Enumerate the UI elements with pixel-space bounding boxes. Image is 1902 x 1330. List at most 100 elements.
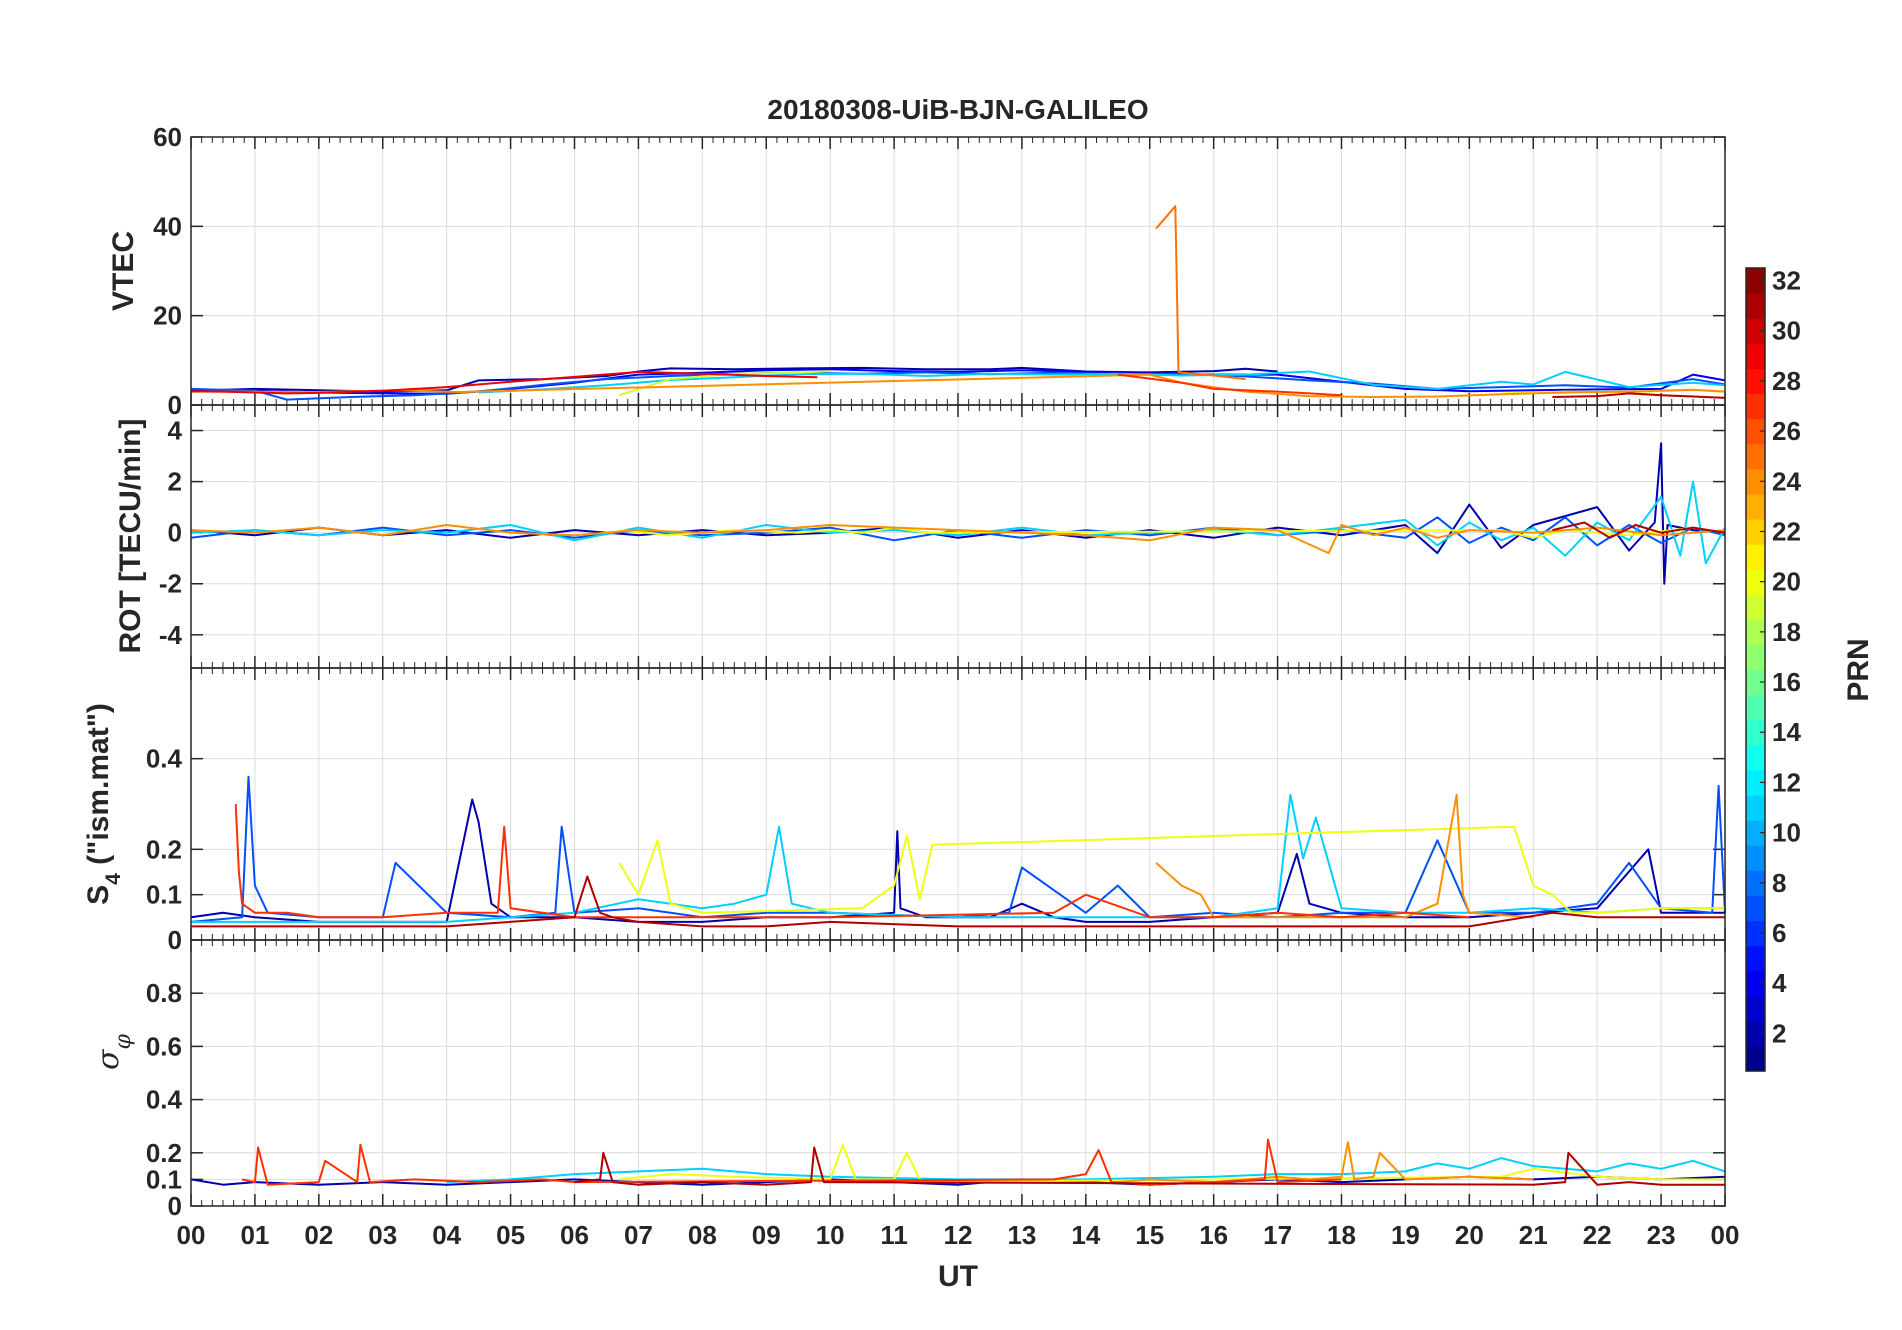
colorbar-label: PRN bbox=[1842, 638, 1875, 701]
vtec-y-tick-labels: 0 20 40 60 bbox=[153, 122, 182, 420]
colorbar-tick-label: 24 bbox=[1772, 466, 1801, 496]
sigma-phi-ylabel-sub: φ bbox=[111, 1033, 136, 1049]
x-tick-label: 01 bbox=[240, 1220, 269, 1250]
x-tick-label: 17 bbox=[1263, 1220, 1292, 1250]
colorbar-step bbox=[1746, 268, 1765, 294]
series-line-prn-20 bbox=[619, 1143, 1725, 1184]
series-line-prn-31 bbox=[574, 1146, 1725, 1186]
series-line-prn-29 bbox=[190, 370, 818, 395]
s4-ylabel-main: S bbox=[82, 885, 115, 905]
series-line-prn-27 bbox=[241, 1138, 1342, 1186]
colorbar-step bbox=[1746, 769, 1765, 796]
panel-s4: 0 0.1 0.2 0.4 S4 ("ism.mat") bbox=[82, 667, 1726, 955]
colorbar-step bbox=[1746, 594, 1765, 620]
colorbar-tick-label: 22 bbox=[1772, 516, 1801, 546]
colorbar-step bbox=[1746, 719, 1765, 746]
series-line-prn-31 bbox=[1552, 392, 1726, 399]
x-tick-label: 10 bbox=[816, 1220, 845, 1250]
x-tick-labels: 00 01 02 03 04 05 06 07 08 09 10 11 12 13 14 15 16 17 18 19… bbox=[177, 1220, 1740, 1250]
colorbar-tick-label: 16 bbox=[1772, 667, 1801, 697]
vtec-series bbox=[190, 205, 1726, 401]
y-tick-label: 0.2 bbox=[146, 834, 182, 864]
colorbar-step bbox=[1746, 293, 1765, 319]
colorbar-step bbox=[1746, 544, 1765, 570]
colorbar-tick-label: 14 bbox=[1772, 717, 1801, 747]
y-tick-label: 0 bbox=[168, 1191, 182, 1221]
s4-ylabel-sub: 4 bbox=[102, 873, 125, 885]
x-tick-label: 07 bbox=[624, 1220, 653, 1250]
x-axis-label: UT bbox=[938, 1260, 978, 1293]
colorbar-tick-label: 4 bbox=[1772, 968, 1787, 998]
x-tick-label: 14 bbox=[1071, 1220, 1100, 1250]
colorbar-step bbox=[1746, 393, 1765, 420]
colorbar-step bbox=[1746, 945, 1765, 972]
x-tick-label: 08 bbox=[688, 1220, 717, 1250]
colorbar-step bbox=[1746, 518, 1765, 545]
vtec-ticks bbox=[190, 136, 1726, 406]
x-tick-label: 22 bbox=[1583, 1220, 1612, 1250]
x-tick-label: 06 bbox=[560, 1220, 589, 1250]
colorbar-step bbox=[1746, 443, 1765, 470]
x-tick-label: 05 bbox=[496, 1220, 525, 1250]
colorbar-step bbox=[1746, 318, 1765, 344]
s4-y-tick-labels: 0 0.1 0.2 0.4 bbox=[146, 744, 183, 955]
s4-ylabel-rest: ("ism.mat") bbox=[82, 703, 115, 873]
series-line-prn-7 bbox=[190, 371, 1726, 401]
colorbar-step bbox=[1746, 870, 1765, 896]
x-tick-label: 23 bbox=[1647, 1220, 1676, 1250]
colorbar-step bbox=[1746, 493, 1765, 520]
colorbar-step bbox=[1746, 644, 1765, 671]
y-tick-label: 60 bbox=[153, 122, 182, 152]
vtec-ylabel: VTEC bbox=[107, 231, 140, 311]
chart-title: 20180308-UiB-BJN-GALILEO bbox=[767, 94, 1148, 125]
panel-sigma-phi: 00.10.2 0.4 0.6 0.8 σφ bbox=[91, 939, 1726, 1221]
colorbar-step bbox=[1746, 845, 1765, 871]
colorbar-tick-label: 32 bbox=[1772, 266, 1801, 296]
x-tick-label: 00 bbox=[1711, 1220, 1740, 1250]
y-tick-label: 2 bbox=[168, 467, 182, 497]
colorbar-step bbox=[1746, 820, 1765, 846]
x-tick-label: 15 bbox=[1135, 1220, 1164, 1250]
y-tick-label: 0.1 bbox=[146, 880, 182, 910]
y-tick-label: 0.8 bbox=[146, 978, 182, 1008]
colorbar-step bbox=[1746, 619, 1765, 646]
colorbar-step bbox=[1746, 744, 1765, 771]
colorbar-gradient bbox=[1746, 268, 1765, 1072]
panel-vtec: 0 20 40 60 VTEC bbox=[107, 122, 1726, 420]
colorbar-step bbox=[1746, 343, 1765, 369]
y-tick-label: 0 bbox=[168, 518, 182, 548]
colorbar-step bbox=[1746, 468, 1765, 495]
s4-gridlines bbox=[190, 668, 1726, 941]
rot-series bbox=[190, 442, 1726, 585]
series-line-prn-20 bbox=[618, 825, 1725, 914]
sigma-phi-series bbox=[190, 1138, 1726, 1186]
x-tick-label: 18 bbox=[1327, 1220, 1356, 1250]
x-tick-label: 13 bbox=[1007, 1220, 1036, 1250]
y-tick-label: 0.2 bbox=[146, 1138, 182, 1168]
y-tick-label: 0.1 bbox=[146, 1164, 182, 1194]
sigma-phi-y-tick-labels: 00.10.2 0.4 0.6 0.8 bbox=[146, 978, 183, 1221]
x-tick-label: 12 bbox=[944, 1220, 973, 1250]
x-tick-label: 09 bbox=[752, 1220, 781, 1250]
colorbar-step bbox=[1746, 694, 1765, 721]
colorbar-step bbox=[1746, 418, 1765, 445]
rot-y-tick-labels: -4 -2 0 2 4 bbox=[159, 416, 183, 650]
colorbar-tick-label: 28 bbox=[1772, 366, 1801, 396]
colorbar-tick-label: 30 bbox=[1772, 316, 1801, 346]
colorbar-tick-label: 18 bbox=[1772, 617, 1801, 647]
colorbar-step bbox=[1746, 1045, 1765, 1072]
x-tick-label: 03 bbox=[368, 1220, 397, 1250]
y-tick-label: 0 bbox=[168, 925, 182, 955]
series-line-prn-27 bbox=[234, 803, 1470, 919]
colorbar-step bbox=[1746, 794, 1765, 821]
rot-ylabel: ROT [TECU/min] bbox=[114, 419, 147, 654]
series-line-prn-24 bbox=[190, 524, 1726, 555]
sigma-phi-axes-box bbox=[190, 939, 1726, 1207]
x-tick-label: 00 bbox=[177, 1220, 206, 1250]
x-tick-label: 21 bbox=[1519, 1220, 1548, 1250]
x-tick-label: 20 bbox=[1455, 1220, 1484, 1250]
series-line-prn-24 bbox=[1155, 793, 1534, 919]
panel-rot: -4 -2 0 2 4 ROT [TECU/min] bbox=[114, 404, 1726, 669]
